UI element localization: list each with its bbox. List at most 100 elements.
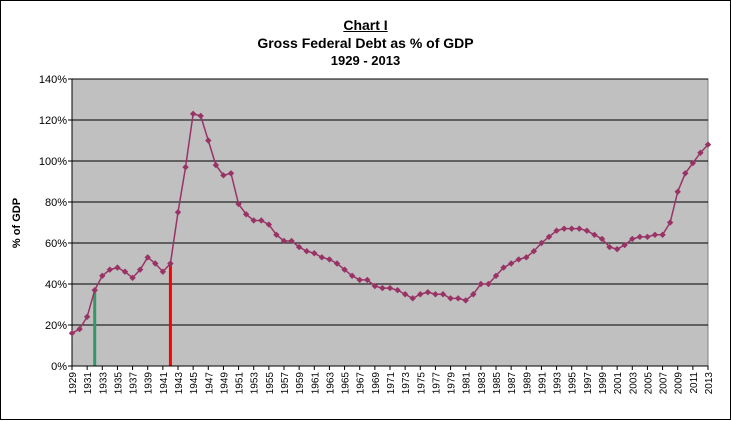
- data-point: [613, 245, 621, 253]
- x-tick-label: 1973: [401, 372, 412, 395]
- data-point: [606, 243, 613, 251]
- y-tick-label: 80%: [45, 197, 67, 209]
- data-point: [530, 248, 538, 255]
- data-point: [76, 325, 83, 333]
- x-tick-label: 1961: [310, 372, 321, 395]
- data-point: [144, 254, 151, 261]
- data-point: [560, 225, 568, 232]
- x-tick-label: 1975: [416, 372, 427, 395]
- data-point: [288, 237, 295, 245]
- data-point: [500, 264, 507, 271]
- data-point: [99, 272, 106, 279]
- data-point: [644, 233, 651, 241]
- data-point: [242, 211, 250, 218]
- data-point: [379, 284, 386, 292]
- data-point: [311, 250, 318, 257]
- data-point: [197, 112, 204, 120]
- data-point: [515, 256, 522, 263]
- data-point: [477, 280, 485, 288]
- data-point: [485, 280, 492, 288]
- data-point: [364, 276, 371, 284]
- data-point: [371, 282, 379, 290]
- y-tick-label: 40%: [45, 279, 67, 291]
- x-tick-label: 1997: [583, 372, 594, 395]
- data-point: [326, 256, 333, 263]
- x-tick-label: 1985: [492, 372, 503, 395]
- data-point: [129, 274, 136, 282]
- x-tick-label: 1977: [431, 372, 442, 395]
- data-point: [447, 295, 454, 302]
- x-tick-label: 1987: [507, 372, 518, 395]
- data-point: [682, 170, 689, 177]
- x-tick-label: 1991: [537, 372, 548, 395]
- data-point: [538, 239, 545, 247]
- data-point: [576, 225, 583, 232]
- data-point: [439, 291, 447, 298]
- x-tick-label: 1971: [386, 372, 397, 395]
- data-point: [295, 243, 303, 251]
- data-point: [348, 272, 356, 279]
- x-tick-label: 2013: [704, 372, 715, 395]
- data-point: [265, 221, 273, 228]
- data-point: [250, 217, 257, 224]
- data-point: [462, 297, 469, 304]
- chart-title: Chart I: [343, 17, 388, 33]
- data-point: [553, 227, 560, 234]
- x-tick-label: 2003: [628, 372, 639, 395]
- y-tick-label: 60%: [45, 238, 67, 250]
- data-point: [674, 188, 681, 195]
- x-tick-label: 1967: [356, 372, 367, 395]
- chart-period: 1929 - 2013: [330, 53, 401, 68]
- x-tick-label: 1931: [83, 372, 94, 395]
- data-point: [333, 260, 341, 267]
- data-point: [205, 137, 212, 144]
- series-group: [68, 110, 712, 337]
- x-tick-label: 2001: [613, 372, 624, 395]
- data-point: [409, 295, 416, 302]
- data-point: [189, 110, 197, 118]
- y-tick-label: 20%: [45, 320, 67, 332]
- vertical-markers: [93, 263, 172, 366]
- data-point: [545, 233, 553, 241]
- x-tick-labels: 1929 1931 1933 1935 1937 1939 1941 1943 1945 1947…: [68, 372, 715, 395]
- data-point: [303, 248, 310, 255]
- y-tick-label: 0%: [51, 361, 67, 373]
- data-point: [341, 266, 348, 273]
- data-point: [152, 260, 159, 267]
- data-point: [454, 295, 462, 302]
- data-point: [591, 231, 598, 238]
- x-tick-label: 2011: [689, 372, 700, 394]
- data-point: [583, 227, 591, 234]
- x-tick-label: 1939: [144, 372, 155, 395]
- y-tick-label: 120%: [39, 115, 67, 127]
- data-point: [401, 291, 409, 298]
- data-point: [106, 266, 114, 273]
- y-tick-labels: 0% 20% 40% 60% 80% 100% 120% 140%: [39, 74, 67, 373]
- gridlines: [68, 78, 708, 367]
- data-point: [394, 286, 401, 294]
- x-tick-label: 1965: [341, 372, 352, 395]
- data-point: [697, 149, 704, 156]
- data-point: [227, 170, 235, 177]
- data-point: [432, 291, 439, 298]
- x-tick-label: 1989: [522, 372, 533, 395]
- x-tick-label: 2009: [674, 372, 685, 395]
- data-point: [273, 231, 280, 238]
- x-tick-label: 1969: [371, 372, 382, 395]
- y-tick-label: 140%: [39, 74, 67, 86]
- x-tick-label: 1983: [477, 372, 488, 395]
- x-tick-label: 1947: [204, 372, 215, 395]
- axes: [71, 79, 709, 370]
- data-point: [280, 237, 288, 245]
- data-point: [136, 266, 144, 273]
- data-point: [523, 254, 530, 261]
- data-point: [121, 268, 129, 275]
- data-point: [159, 268, 167, 275]
- x-tick-label: 1949: [219, 372, 230, 395]
- x-tick-label: 1933: [98, 372, 109, 395]
- x-tick-label: 1981: [462, 372, 473, 395]
- data-point: [174, 209, 182, 216]
- x-tick-label: 1995: [568, 372, 579, 395]
- x-tick-label: 1929: [68, 372, 79, 395]
